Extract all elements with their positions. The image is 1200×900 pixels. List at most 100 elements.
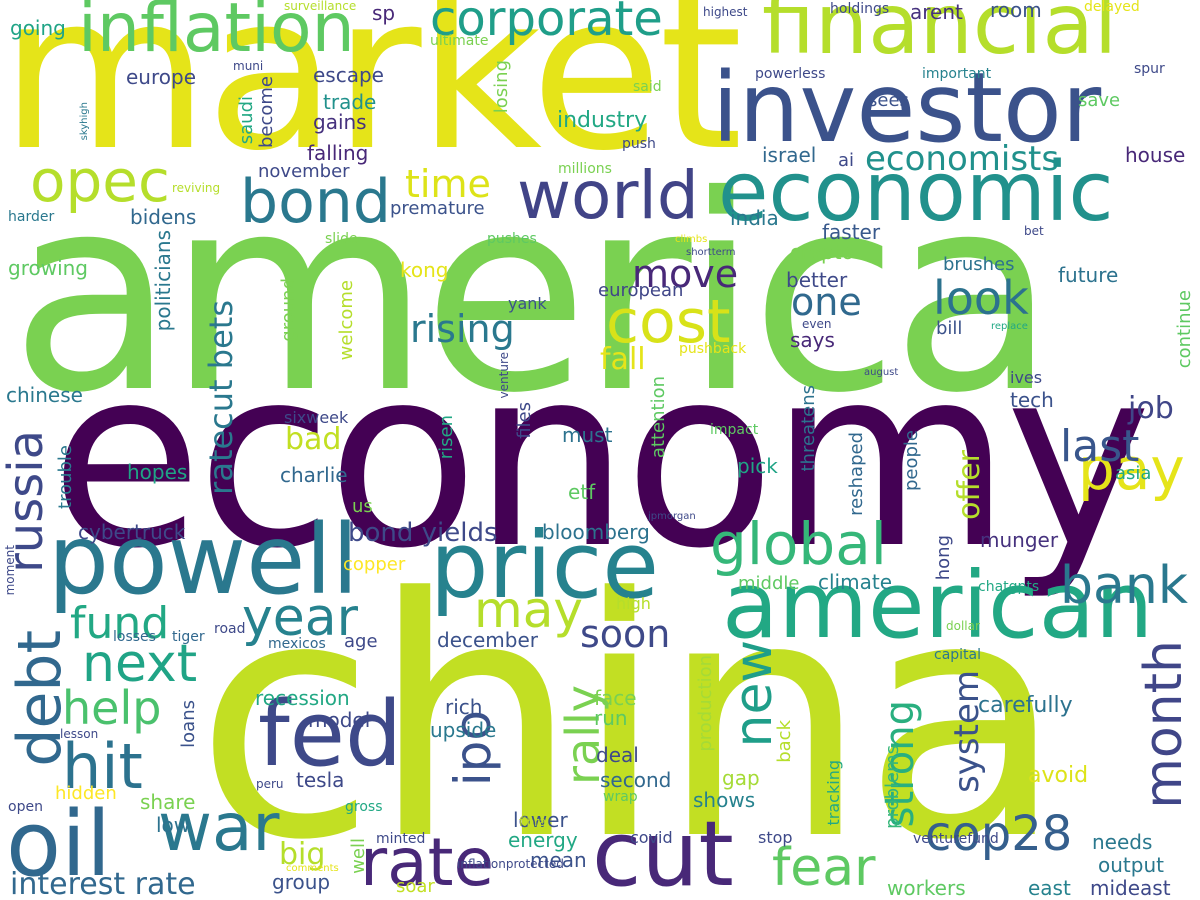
word-debt: debt: [5, 630, 75, 767]
word-output: output: [1098, 853, 1164, 877]
word-premature: premature: [390, 198, 485, 219]
word-deal: deal: [596, 743, 639, 767]
word-economy: economy: [50, 315, 1152, 603]
word-escape: escape: [313, 63, 384, 87]
word-bank: bank: [1060, 556, 1188, 616]
word-even: even: [802, 317, 832, 331]
word-india: india: [730, 206, 779, 230]
word-hit: hit: [62, 730, 143, 803]
word-soar: soar: [396, 876, 435, 897]
word-second: second: [600, 768, 672, 792]
word-sees: sees: [868, 90, 909, 111]
word-risen: risen: [436, 415, 457, 460]
word-loans: loans: [178, 700, 199, 748]
word-kong: kong: [400, 258, 449, 282]
word-one: one: [791, 280, 862, 324]
word-minted: minted: [376, 831, 426, 847]
word-mideast: mideast: [1090, 876, 1171, 900]
word-inflation: inflation: [78, 0, 355, 68]
word-job: job: [1128, 391, 1174, 426]
word-gross: gross: [345, 799, 383, 815]
word-attention: attention: [648, 376, 669, 459]
word-run: run: [594, 706, 628, 730]
word-america: america: [10, 137, 1057, 452]
word-road: road: [214, 621, 246, 637]
word-world: world: [517, 157, 699, 234]
word-threatens: threatens: [798, 385, 819, 472]
word-avoid: avoid: [1028, 763, 1089, 788]
word-muni: muni: [233, 59, 264, 73]
word-etf: etf: [568, 480, 596, 504]
word-look: look: [933, 271, 1029, 325]
word-gains: gains: [313, 110, 367, 134]
word-ground: ground: [278, 278, 299, 342]
word-financial: financial: [762, 0, 1118, 73]
word-peru: peru: [256, 777, 284, 791]
word-europe: europe: [126, 65, 196, 89]
word-help: help: [62, 681, 162, 735]
word-bad: bad: [285, 422, 342, 457]
word-save: save: [1078, 90, 1121, 111]
word-arent: arent: [910, 0, 963, 24]
word-us: us: [352, 496, 373, 517]
word-spur: spur: [1134, 61, 1165, 77]
word-high: high: [616, 594, 651, 613]
word-cut: cut: [592, 802, 734, 900]
word-next: next: [82, 634, 198, 694]
word-lesson: lesson: [60, 727, 99, 741]
word-ives: ives: [1010, 368, 1043, 387]
word-comments: comments: [286, 863, 339, 874]
word-fund: fund: [70, 598, 170, 649]
word-upside: upside: [430, 718, 497, 742]
word-corporate: corporate: [430, 0, 663, 47]
word-room: room: [990, 0, 1042, 22]
word-rising: rising: [410, 307, 515, 351]
word-december: december: [437, 628, 539, 652]
word-offer: offer: [952, 450, 987, 520]
word-files: files: [514, 402, 535, 439]
word-economic: economic: [718, 145, 1114, 240]
word-venturefund: venturefund: [913, 831, 999, 847]
word-shortterm: shortterm: [686, 247, 736, 258]
word-pushes: pushes: [487, 231, 537, 247]
word-last: last: [1060, 421, 1140, 472]
word-cost: cost: [606, 287, 731, 357]
word-big: big: [279, 837, 326, 872]
word-holdings: holdings: [830, 1, 890, 17]
word-future: future: [1058, 263, 1119, 287]
word-european: european: [598, 280, 684, 301]
word-growing: growing: [8, 256, 88, 280]
word-cybertruck: cybertruck: [78, 520, 186, 544]
word-asia: asia: [1115, 463, 1152, 484]
word-november: november: [258, 161, 350, 182]
word-bond-yields: bond yields: [348, 518, 498, 548]
word-hong: hong: [933, 535, 954, 581]
word-faster: faster: [822, 220, 881, 244]
word-august: august: [864, 367, 899, 378]
word-rate: rate: [360, 824, 495, 900]
word-global: global: [710, 510, 887, 578]
word-fear: fear: [772, 838, 876, 898]
word-american: american: [722, 552, 1154, 659]
word-bill: bill: [936, 318, 963, 339]
word-push: push: [622, 136, 656, 152]
word-price: price: [430, 512, 659, 619]
word-fed: fed: [258, 682, 403, 787]
word-losses: losses: [113, 629, 156, 645]
word-trade: trade: [323, 90, 377, 114]
word-replace: replace: [991, 321, 1028, 332]
word-dollar: dollar: [946, 619, 980, 633]
word-move: move: [632, 252, 739, 296]
word-trouble: trouble: [55, 445, 76, 509]
word-sixweek: sixweek: [284, 408, 349, 427]
word-market: market: [0, 0, 743, 198]
word-mean: mean: [530, 848, 587, 872]
word-middle: middle: [738, 573, 800, 594]
word-time: time: [405, 162, 491, 206]
word-fall: fall: [600, 342, 646, 377]
word-soon: soon: [580, 612, 671, 656]
word-well: well: [348, 838, 369, 874]
word-delayed: delayed: [1084, 0, 1140, 15]
word-climate: climate: [818, 570, 892, 594]
word-carefully: carefully: [978, 693, 1073, 718]
